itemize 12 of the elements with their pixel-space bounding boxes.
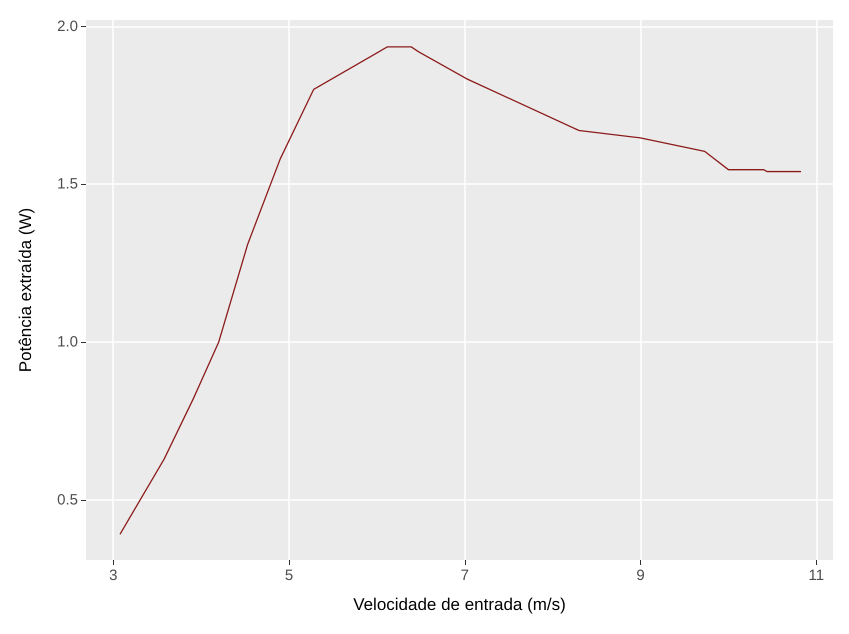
line-series <box>120 46 802 534</box>
y-tick-label: 0.5 <box>57 492 78 508</box>
x-axis-title: Velocidade de entrada (m/s) <box>353 595 566 614</box>
y-tick-label: 1.0 <box>57 334 78 351</box>
x-tick-label: 11 <box>808 567 824 584</box>
y-tick-label: 1.5 <box>57 176 78 193</box>
y-axis-title: Potência extraída (W) <box>16 208 35 372</box>
x-tick-label: 5 <box>284 567 294 584</box>
y-tick-label: 2.0 <box>57 18 78 35</box>
x-tick-label: 7 <box>460 567 469 584</box>
x-tick-label: 9 <box>636 567 645 584</box>
x-tick-label: 3 <box>109 567 118 584</box>
